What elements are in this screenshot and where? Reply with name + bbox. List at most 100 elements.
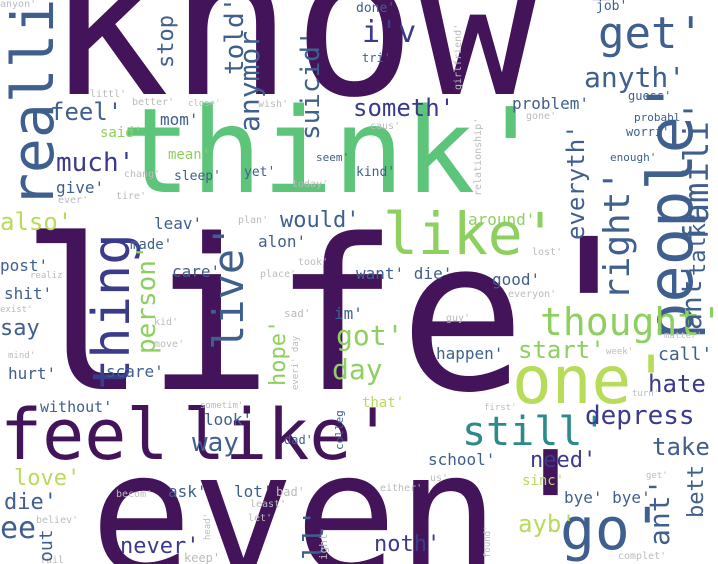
word-worri: worri' bbox=[626, 125, 670, 139]
word-take: take bbox=[652, 433, 710, 461]
word-either: either' bbox=[380, 483, 423, 494]
word-realiz: realiz bbox=[30, 271, 63, 281]
word-anymor: anymor bbox=[233, 30, 266, 132]
word-even: even' bbox=[90, 416, 602, 564]
word-lost: lost' bbox=[532, 247, 563, 258]
word-live: live' bbox=[204, 223, 253, 350]
word-thought: thought' bbox=[540, 300, 718, 344]
word-head: head' bbox=[203, 512, 213, 540]
word-never: never' bbox=[120, 534, 200, 559]
word-us: us' bbox=[430, 473, 449, 484]
word-die: die' bbox=[4, 490, 57, 515]
word-found: found' bbox=[483, 525, 493, 558]
word-matter: matter' bbox=[664, 331, 702, 341]
word-life: life' bbox=[20, 194, 653, 439]
word-everi-day: everi' day bbox=[291, 335, 301, 390]
word-much: much' bbox=[56, 148, 135, 178]
word-say: say bbox=[0, 316, 40, 341]
word-care: care' bbox=[172, 262, 221, 281]
word-kid: kid' bbox=[154, 317, 179, 328]
word-today: today' bbox=[292, 179, 329, 190]
word-keep: keep' bbox=[184, 551, 221, 564]
word-ant-top: ant' bbox=[675, 262, 708, 330]
word-dad: dad' bbox=[284, 433, 313, 447]
word-alon: alon' bbox=[258, 232, 307, 251]
word-tire: tire' bbox=[116, 191, 147, 202]
word-good: good' bbox=[492, 270, 541, 289]
word-anyon: anyon' bbox=[0, 0, 37, 10]
word-noth: noth' bbox=[374, 532, 441, 557]
word-shit: shit' bbox=[4, 284, 53, 303]
word-person: person' bbox=[132, 244, 162, 354]
word-depress: depress bbox=[585, 401, 695, 431]
word-mom: mom' bbox=[160, 110, 199, 129]
word-give: give' bbox=[56, 178, 105, 197]
word-sleep: sleep' bbox=[174, 169, 221, 184]
word-scare: scare' bbox=[106, 362, 164, 381]
word-happen: happen' bbox=[436, 344, 504, 363]
word-job: job' bbox=[596, 0, 628, 14]
word-gone: gone' bbox=[526, 111, 557, 122]
word-post: post' bbox=[0, 256, 49, 275]
word-place: place' bbox=[260, 269, 297, 280]
word-seem: seem' bbox=[316, 151, 350, 164]
word-bad: bad' bbox=[276, 485, 305, 499]
word-ayb: ayb' bbox=[518, 510, 576, 538]
word-hope: hope' bbox=[266, 319, 291, 386]
word-school: school' bbox=[428, 450, 496, 469]
word-ant-bottom: ant' bbox=[643, 478, 676, 546]
word-need: need' bbox=[530, 448, 597, 473]
word-move: move' bbox=[154, 339, 185, 350]
word-made: made' bbox=[130, 237, 173, 253]
word-way: way bbox=[192, 428, 239, 458]
word-complet: complet' bbox=[618, 551, 667, 562]
word-sinc: sinc' bbox=[522, 473, 565, 489]
word-believ: believ' bbox=[36, 515, 79, 526]
word-out: out bbox=[36, 529, 57, 562]
word-look: look' bbox=[204, 410, 253, 429]
word-chang: chang' bbox=[124, 169, 161, 180]
word-someth: someth' bbox=[353, 94, 455, 122]
word-get-small: get' bbox=[646, 471, 668, 481]
word-exist: exist' bbox=[0, 305, 33, 315]
word-like-dark: like' bbox=[183, 394, 394, 476]
word-im: im' bbox=[334, 304, 363, 323]
word-would: would' bbox=[280, 208, 360, 233]
word-ight: ight bbox=[317, 533, 330, 561]
word-guy: guy' bbox=[446, 313, 471, 324]
word-like-green: like' bbox=[383, 200, 558, 268]
word-iv: i'v bbox=[362, 15, 417, 50]
word-caus: caus' bbox=[370, 121, 401, 132]
word-hate: hate bbox=[648, 370, 706, 398]
word-get: get' bbox=[598, 8, 704, 59]
word-one: one' bbox=[512, 342, 671, 419]
word-turn: turn' bbox=[632, 389, 660, 399]
word-said: said' bbox=[100, 125, 143, 141]
word-everyon: everyon' bbox=[508, 289, 557, 300]
word-call: call' bbox=[658, 344, 713, 365]
word-sometim: sometim' bbox=[200, 401, 244, 411]
word-ask: ask' bbox=[168, 482, 207, 501]
word-also: also' bbox=[0, 208, 73, 236]
word-better: better' bbox=[132, 97, 175, 108]
word-ever: ever' bbox=[58, 195, 89, 206]
word-suicid: suicid' bbox=[296, 30, 326, 140]
word-bye-bye: bye' bye' bbox=[564, 488, 651, 507]
word-mind: mind' bbox=[8, 351, 36, 361]
word-that: that' bbox=[362, 395, 405, 411]
word-tri: tri' bbox=[362, 51, 391, 65]
word-problem: problem' bbox=[512, 94, 590, 113]
word-feel: feel bbox=[0, 394, 169, 476]
word-took: took' bbox=[298, 257, 329, 268]
word-enough: enough' bbox=[610, 151, 657, 164]
word-go: go' bbox=[560, 495, 665, 563]
word-start: start' bbox=[518, 336, 605, 364]
word-kind: kind' bbox=[356, 165, 396, 180]
word-everyth: everyth' bbox=[562, 124, 590, 240]
word-wish: wish' bbox=[258, 99, 289, 110]
word-let: let' bbox=[248, 513, 273, 524]
word-bett: bett bbox=[684, 465, 709, 518]
word-done: done' bbox=[356, 1, 396, 16]
word-day: day bbox=[332, 353, 383, 386]
